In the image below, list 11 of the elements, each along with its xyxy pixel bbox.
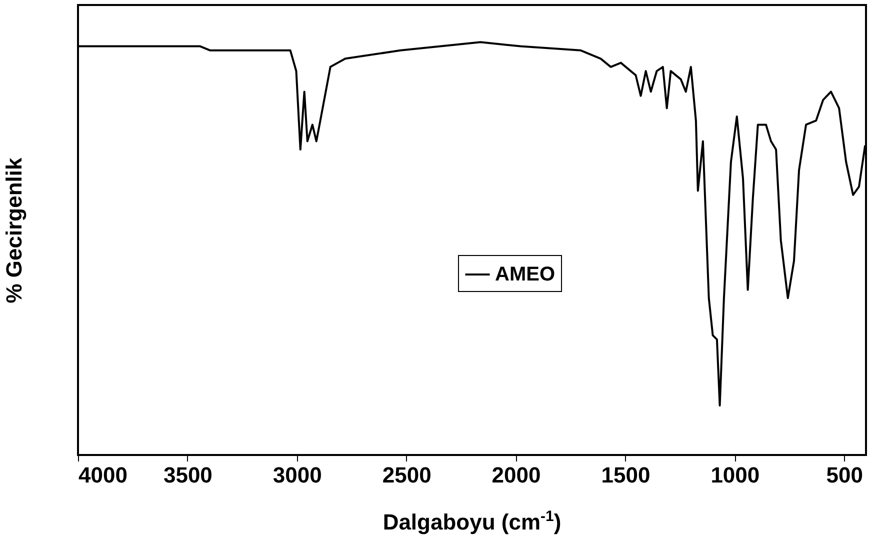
x-tick-label: 2500 (382, 462, 432, 488)
x-tick-label: 4000 (78, 462, 128, 488)
legend-label: AMEO (495, 264, 555, 286)
x-tick-label: 3000 (272, 462, 322, 488)
x-tick-label: 1000 (710, 462, 760, 488)
y-axis-title: % Gecirgenlik (2, 156, 26, 304)
x-tick-label: 3500 (163, 462, 212, 488)
x-tick-label: 500 (826, 462, 863, 488)
x-axis-title: Dalgaboyu (cm$^{-1}$) (382, 508, 562, 536)
x-tick-label: 1500 (601, 462, 650, 488)
x-tick-label: 2000 (492, 462, 541, 488)
